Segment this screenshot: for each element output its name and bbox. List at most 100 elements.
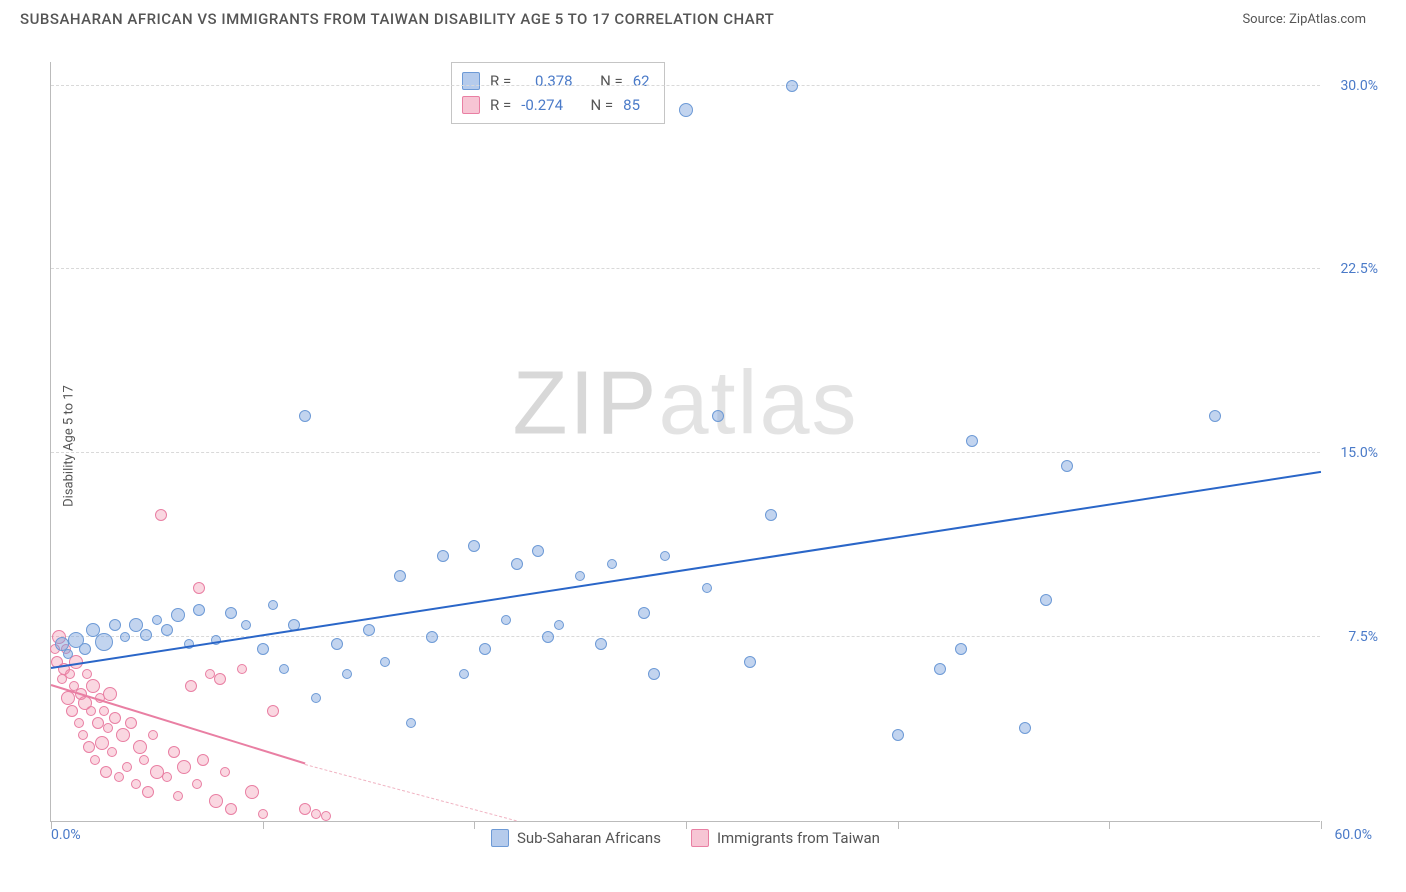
data-point-blue xyxy=(152,615,162,625)
trend-line-pink-dash xyxy=(305,764,517,821)
data-point-blue xyxy=(257,643,269,655)
data-point-pink xyxy=(193,582,205,594)
data-point-blue xyxy=(426,631,438,643)
data-point-pink xyxy=(220,767,230,777)
data-point-pink xyxy=(109,712,121,724)
data-point-pink xyxy=(185,680,197,692)
r-label: R = xyxy=(490,69,511,93)
n-value-pink: 85 xyxy=(623,93,640,117)
data-point-pink xyxy=(311,809,321,819)
data-point-blue xyxy=(299,410,311,422)
data-point-blue xyxy=(542,631,554,643)
data-point-pink xyxy=(122,762,132,772)
data-point-pink xyxy=(78,730,88,740)
source-label: Source: xyxy=(1242,12,1285,27)
stats-row-blue: R = 0.378 N = 62 xyxy=(462,69,650,93)
data-point-pink xyxy=(83,741,95,753)
data-point-blue xyxy=(1209,410,1221,422)
data-point-blue xyxy=(765,509,777,521)
y-tick-label: 22.5% xyxy=(1323,261,1378,277)
data-point-pink xyxy=(162,772,172,782)
n-value-blue: 62 xyxy=(633,69,650,93)
legend-item-pink: Immigrants from Taiwan xyxy=(691,829,880,847)
gridline xyxy=(51,85,1320,86)
data-point-blue xyxy=(95,633,113,651)
data-point-pink xyxy=(131,779,141,789)
data-point-blue xyxy=(1019,722,1031,734)
data-point-blue xyxy=(660,551,670,561)
data-point-blue xyxy=(171,608,185,622)
x-tick xyxy=(898,821,899,829)
data-point-blue xyxy=(225,607,237,619)
x-tick xyxy=(686,821,687,829)
watermark: ZIPatlas xyxy=(512,352,858,455)
data-point-blue xyxy=(532,545,544,557)
data-point-blue xyxy=(712,410,724,422)
data-point-blue xyxy=(241,620,251,630)
data-point-blue xyxy=(501,615,511,625)
data-point-blue xyxy=(140,629,152,641)
legend-label-blue: Sub-Saharan Africans xyxy=(517,829,661,847)
data-point-pink xyxy=(103,723,113,733)
data-point-pink xyxy=(103,687,117,701)
data-point-pink xyxy=(173,791,183,801)
data-point-blue xyxy=(363,624,375,636)
data-point-blue xyxy=(648,668,660,680)
data-point-pink xyxy=(155,509,167,521)
data-point-blue xyxy=(892,729,904,741)
source-link[interactable]: ZipAtlas.com xyxy=(1289,12,1366,27)
data-point-blue xyxy=(394,570,406,582)
data-point-pink xyxy=(214,673,226,685)
data-point-pink xyxy=(139,755,149,765)
data-point-blue xyxy=(934,663,946,675)
data-point-blue xyxy=(1061,460,1073,472)
data-point-blue xyxy=(279,664,289,674)
data-point-pink xyxy=(86,706,96,716)
data-point-pink xyxy=(133,740,147,754)
data-point-pink xyxy=(116,728,130,742)
data-point-blue xyxy=(786,80,798,92)
y-tick-label: 15.0% xyxy=(1323,445,1378,461)
data-point-blue xyxy=(129,618,143,632)
data-point-pink xyxy=(95,736,109,750)
data-point-blue xyxy=(638,607,650,619)
data-point-pink xyxy=(90,755,100,765)
data-point-pink xyxy=(125,717,137,729)
data-point-pink xyxy=(197,754,209,766)
stats-row-pink: R = -0.274 N = 85 xyxy=(462,93,650,117)
data-point-blue xyxy=(380,657,390,667)
data-point-pink xyxy=(66,705,78,717)
data-point-blue xyxy=(468,540,480,552)
data-point-blue xyxy=(702,583,712,593)
x-origin-label: 0.0% xyxy=(51,827,81,843)
data-point-blue xyxy=(595,638,607,650)
data-point-blue xyxy=(311,693,321,703)
data-point-blue xyxy=(575,571,585,581)
data-point-blue xyxy=(406,718,416,728)
watermark-atlas: atlas xyxy=(658,353,858,453)
data-point-pink xyxy=(209,794,223,808)
n-label: N = xyxy=(600,69,623,93)
gridline xyxy=(51,268,1320,269)
data-point-pink xyxy=(114,772,124,782)
r-value-blue: 0.378 xyxy=(535,69,573,93)
data-point-pink xyxy=(107,747,117,757)
data-point-pink xyxy=(192,779,202,789)
data-point-blue xyxy=(437,550,449,562)
r-value-pink: -0.274 xyxy=(521,93,563,117)
swatch-blue-icon xyxy=(462,72,480,90)
chart-title: SUBSAHARAN AFRICAN VS IMMIGRANTS FROM TA… xyxy=(20,10,774,28)
data-point-blue xyxy=(109,619,121,631)
data-point-pink xyxy=(225,803,237,815)
data-point-pink xyxy=(100,766,112,778)
data-point-blue xyxy=(161,624,173,636)
data-point-pink xyxy=(168,746,180,758)
r-label: R = xyxy=(490,93,511,117)
data-point-pink xyxy=(321,811,331,821)
n-label: N = xyxy=(590,93,613,117)
data-point-blue xyxy=(193,604,205,616)
bottom-legend: Sub-Saharan Africans Immigrants from Tai… xyxy=(491,829,880,847)
data-point-blue xyxy=(120,632,130,642)
data-point-pink xyxy=(245,785,259,799)
data-point-pink xyxy=(237,664,247,674)
